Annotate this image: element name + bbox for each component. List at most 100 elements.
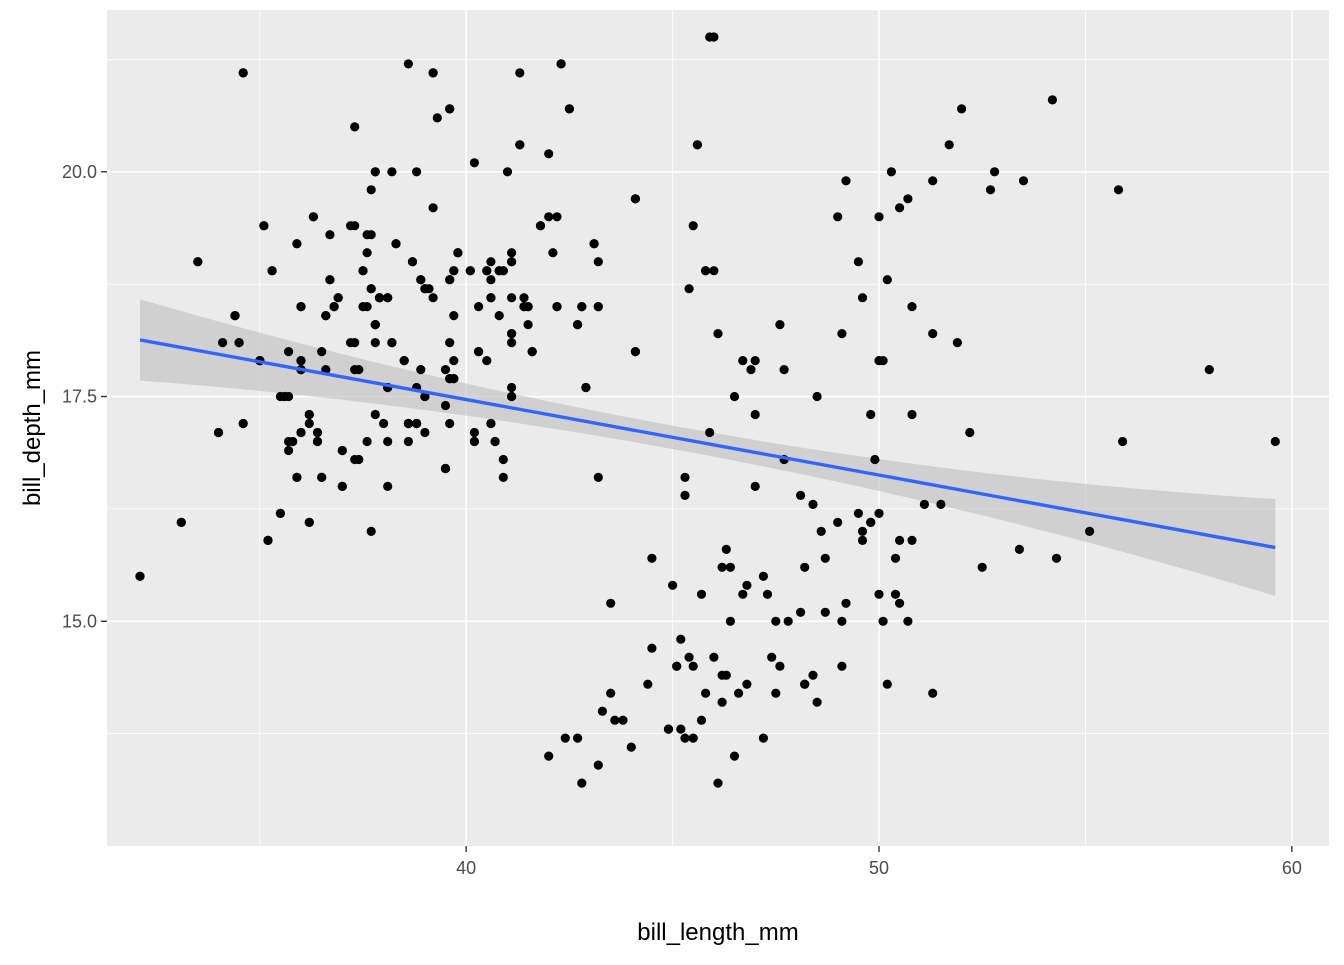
data-point — [350, 454, 360, 465]
data-point — [750, 409, 760, 420]
data-point — [176, 517, 186, 528]
data-point — [387, 167, 397, 177]
trend-line — [139, 338, 1276, 550]
data-point — [494, 311, 504, 321]
data-point — [453, 248, 463, 258]
data-point — [523, 302, 533, 312]
data-point — [676, 724, 686, 734]
data-point — [304, 409, 314, 420]
data-point — [535, 221, 546, 231]
data-point — [507, 293, 517, 303]
data-point — [895, 535, 905, 546]
data-point — [589, 239, 599, 249]
data-point — [552, 212, 562, 222]
data-point — [337, 445, 347, 456]
data-point — [709, 266, 719, 276]
data-point — [432, 113, 442, 123]
data-point — [321, 311, 331, 321]
data-point — [292, 472, 302, 482]
data-point — [1113, 185, 1124, 195]
data-point — [610, 715, 620, 725]
data-point — [304, 418, 314, 429]
data-point — [403, 436, 413, 447]
data-point — [577, 302, 587, 312]
data-point — [717, 697, 727, 707]
data-point — [841, 598, 851, 608]
data-point — [919, 499, 930, 509]
data-point — [944, 140, 954, 150]
data-point — [482, 356, 492, 366]
data-point — [469, 158, 479, 168]
data-point — [507, 257, 517, 267]
data-point — [416, 275, 426, 285]
data-point — [523, 320, 533, 330]
data-point — [729, 751, 740, 761]
data-point — [469, 427, 479, 438]
data-point — [544, 751, 554, 761]
data-point — [606, 598, 616, 608]
data-point — [238, 68, 248, 78]
data-point — [709, 32, 719, 42]
data-point — [486, 257, 496, 267]
data-point — [837, 329, 847, 339]
data-point — [820, 607, 830, 617]
data-point — [358, 266, 368, 276]
data-point — [725, 562, 736, 572]
y-tick-label: 17.5 — [62, 387, 97, 407]
data-point — [857, 293, 868, 303]
data-point — [721, 670, 731, 680]
data-point — [507, 338, 517, 348]
data-point — [593, 257, 603, 267]
data-point — [374, 293, 385, 303]
data-point — [1047, 95, 1057, 105]
data-point — [428, 293, 438, 303]
data-point — [312, 436, 323, 447]
data-point — [874, 508, 884, 518]
data-point — [519, 293, 529, 303]
data-point — [965, 427, 975, 438]
data-point — [688, 733, 698, 743]
data-point — [383, 293, 393, 303]
data-point — [895, 598, 905, 608]
data-point — [729, 391, 740, 402]
data-point — [903, 616, 913, 626]
data-point — [816, 526, 826, 537]
data-point — [874, 589, 884, 599]
data-point — [692, 140, 703, 150]
data-point — [734, 688, 744, 698]
data-point — [808, 670, 818, 680]
data-point — [449, 266, 459, 276]
data-point — [564, 104, 575, 114]
data-point — [907, 409, 917, 420]
data-point — [812, 697, 822, 707]
data-point — [738, 356, 748, 366]
data-point — [383, 436, 393, 447]
data-point — [412, 167, 422, 177]
data-point — [812, 391, 822, 402]
data-point — [696, 589, 707, 599]
data-point — [742, 679, 752, 689]
data-point — [577, 778, 587, 788]
data-point — [907, 302, 917, 312]
data-point — [833, 517, 843, 528]
data-point — [218, 338, 228, 348]
data-point — [928, 688, 938, 698]
data-point — [779, 365, 789, 375]
data-point — [445, 418, 455, 429]
data-point — [279, 391, 290, 402]
data-point — [284, 436, 294, 447]
data-point — [717, 562, 727, 572]
data-point — [725, 616, 736, 626]
data-point — [304, 517, 314, 528]
axes: 40 50 60 15.0 17.5 20.0 — [62, 162, 1302, 878]
data-point — [515, 140, 525, 150]
data-point — [647, 553, 657, 563]
trend-line-layer — [139, 338, 1276, 550]
data-point — [507, 329, 517, 339]
data-point — [312, 427, 323, 438]
data-point — [449, 311, 459, 321]
data-point — [420, 284, 430, 294]
data-point — [581, 382, 591, 393]
